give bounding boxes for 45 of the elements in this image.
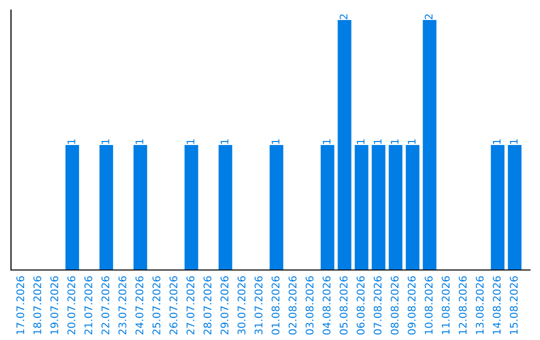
x-tick-label: 29.07.2026 [220, 276, 228, 334]
x-tick-label: 05.08.2026 [340, 276, 348, 335]
data-label: 2 [424, 14, 432, 20]
x-tick-label: 28.07.2026 [204, 276, 212, 334]
x-tick-label: 18.07.2026 [33, 276, 42, 334]
x-tick-label: 17.07.2026 [16, 276, 24, 334]
data-label: 1 [356, 139, 364, 144]
data-label: 1 [408, 139, 416, 144]
x-tick-label: 25.07.2026 [152, 276, 160, 334]
data-label: 1 [322, 139, 330, 144]
x-tick-label: 02.08.2026 [288, 276, 296, 335]
x-tick-label: 12.08.2026 [458, 276, 467, 334]
data-label: 1 [390, 139, 398, 144]
x-tick-label: 01.08.2026 [272, 276, 280, 335]
data-label: 1 [136, 139, 144, 144]
data-label: 1 [186, 139, 194, 144]
x-tick-label: 27.07.2026 [186, 276, 194, 334]
x-tick-label: 13.08.2026 [476, 276, 484, 334]
x-tick-label: 04.08.2026 [322, 276, 331, 335]
x-tick-label: 11.08.2026 [442, 276, 450, 334]
x-tick-label: 08.08.2026 [390, 276, 399, 335]
x-tick-label: 03.08.2026 [306, 276, 314, 335]
data-label: 1 [272, 139, 280, 144]
x-tick-label: 06.08.2026 [356, 276, 365, 335]
x-tick-label: 26.07.2026 [170, 276, 178, 334]
x-tick-label: 15.08.2026 [510, 276, 518, 334]
x-tick-label: 09.08.2026 [408, 276, 416, 335]
x-tick-label: 31.07.2026 [254, 276, 262, 334]
data-label: 1 [102, 139, 110, 144]
x-tick-label: 14.08.2026 [492, 276, 501, 334]
data-label: 1 [220, 139, 228, 144]
x-tick-label: 23.07.2026 [118, 276, 126, 334]
data-label: 1 [492, 139, 501, 144]
x-tick-label: 07.08.2026 [374, 276, 382, 335]
x-tick-label: 21.07.2026 [84, 276, 92, 334]
x-tick-label: 30.07.2026 [238, 276, 246, 334]
x-tick-label: 10.08.2026 [424, 276, 433, 334]
x-tick-label: 19.07.2026 [50, 276, 58, 334]
data-label: 1 [374, 139, 382, 144]
x-tick-label: 20.07.2026 [67, 276, 76, 334]
data-label: 1 [68, 139, 76, 144]
data-label: 1 [510, 139, 518, 144]
x-tick-label: 22.07.2026 [101, 276, 110, 334]
x-tick-label: 24.07.2026 [135, 276, 144, 334]
data-label: 2 [340, 14, 348, 20]
